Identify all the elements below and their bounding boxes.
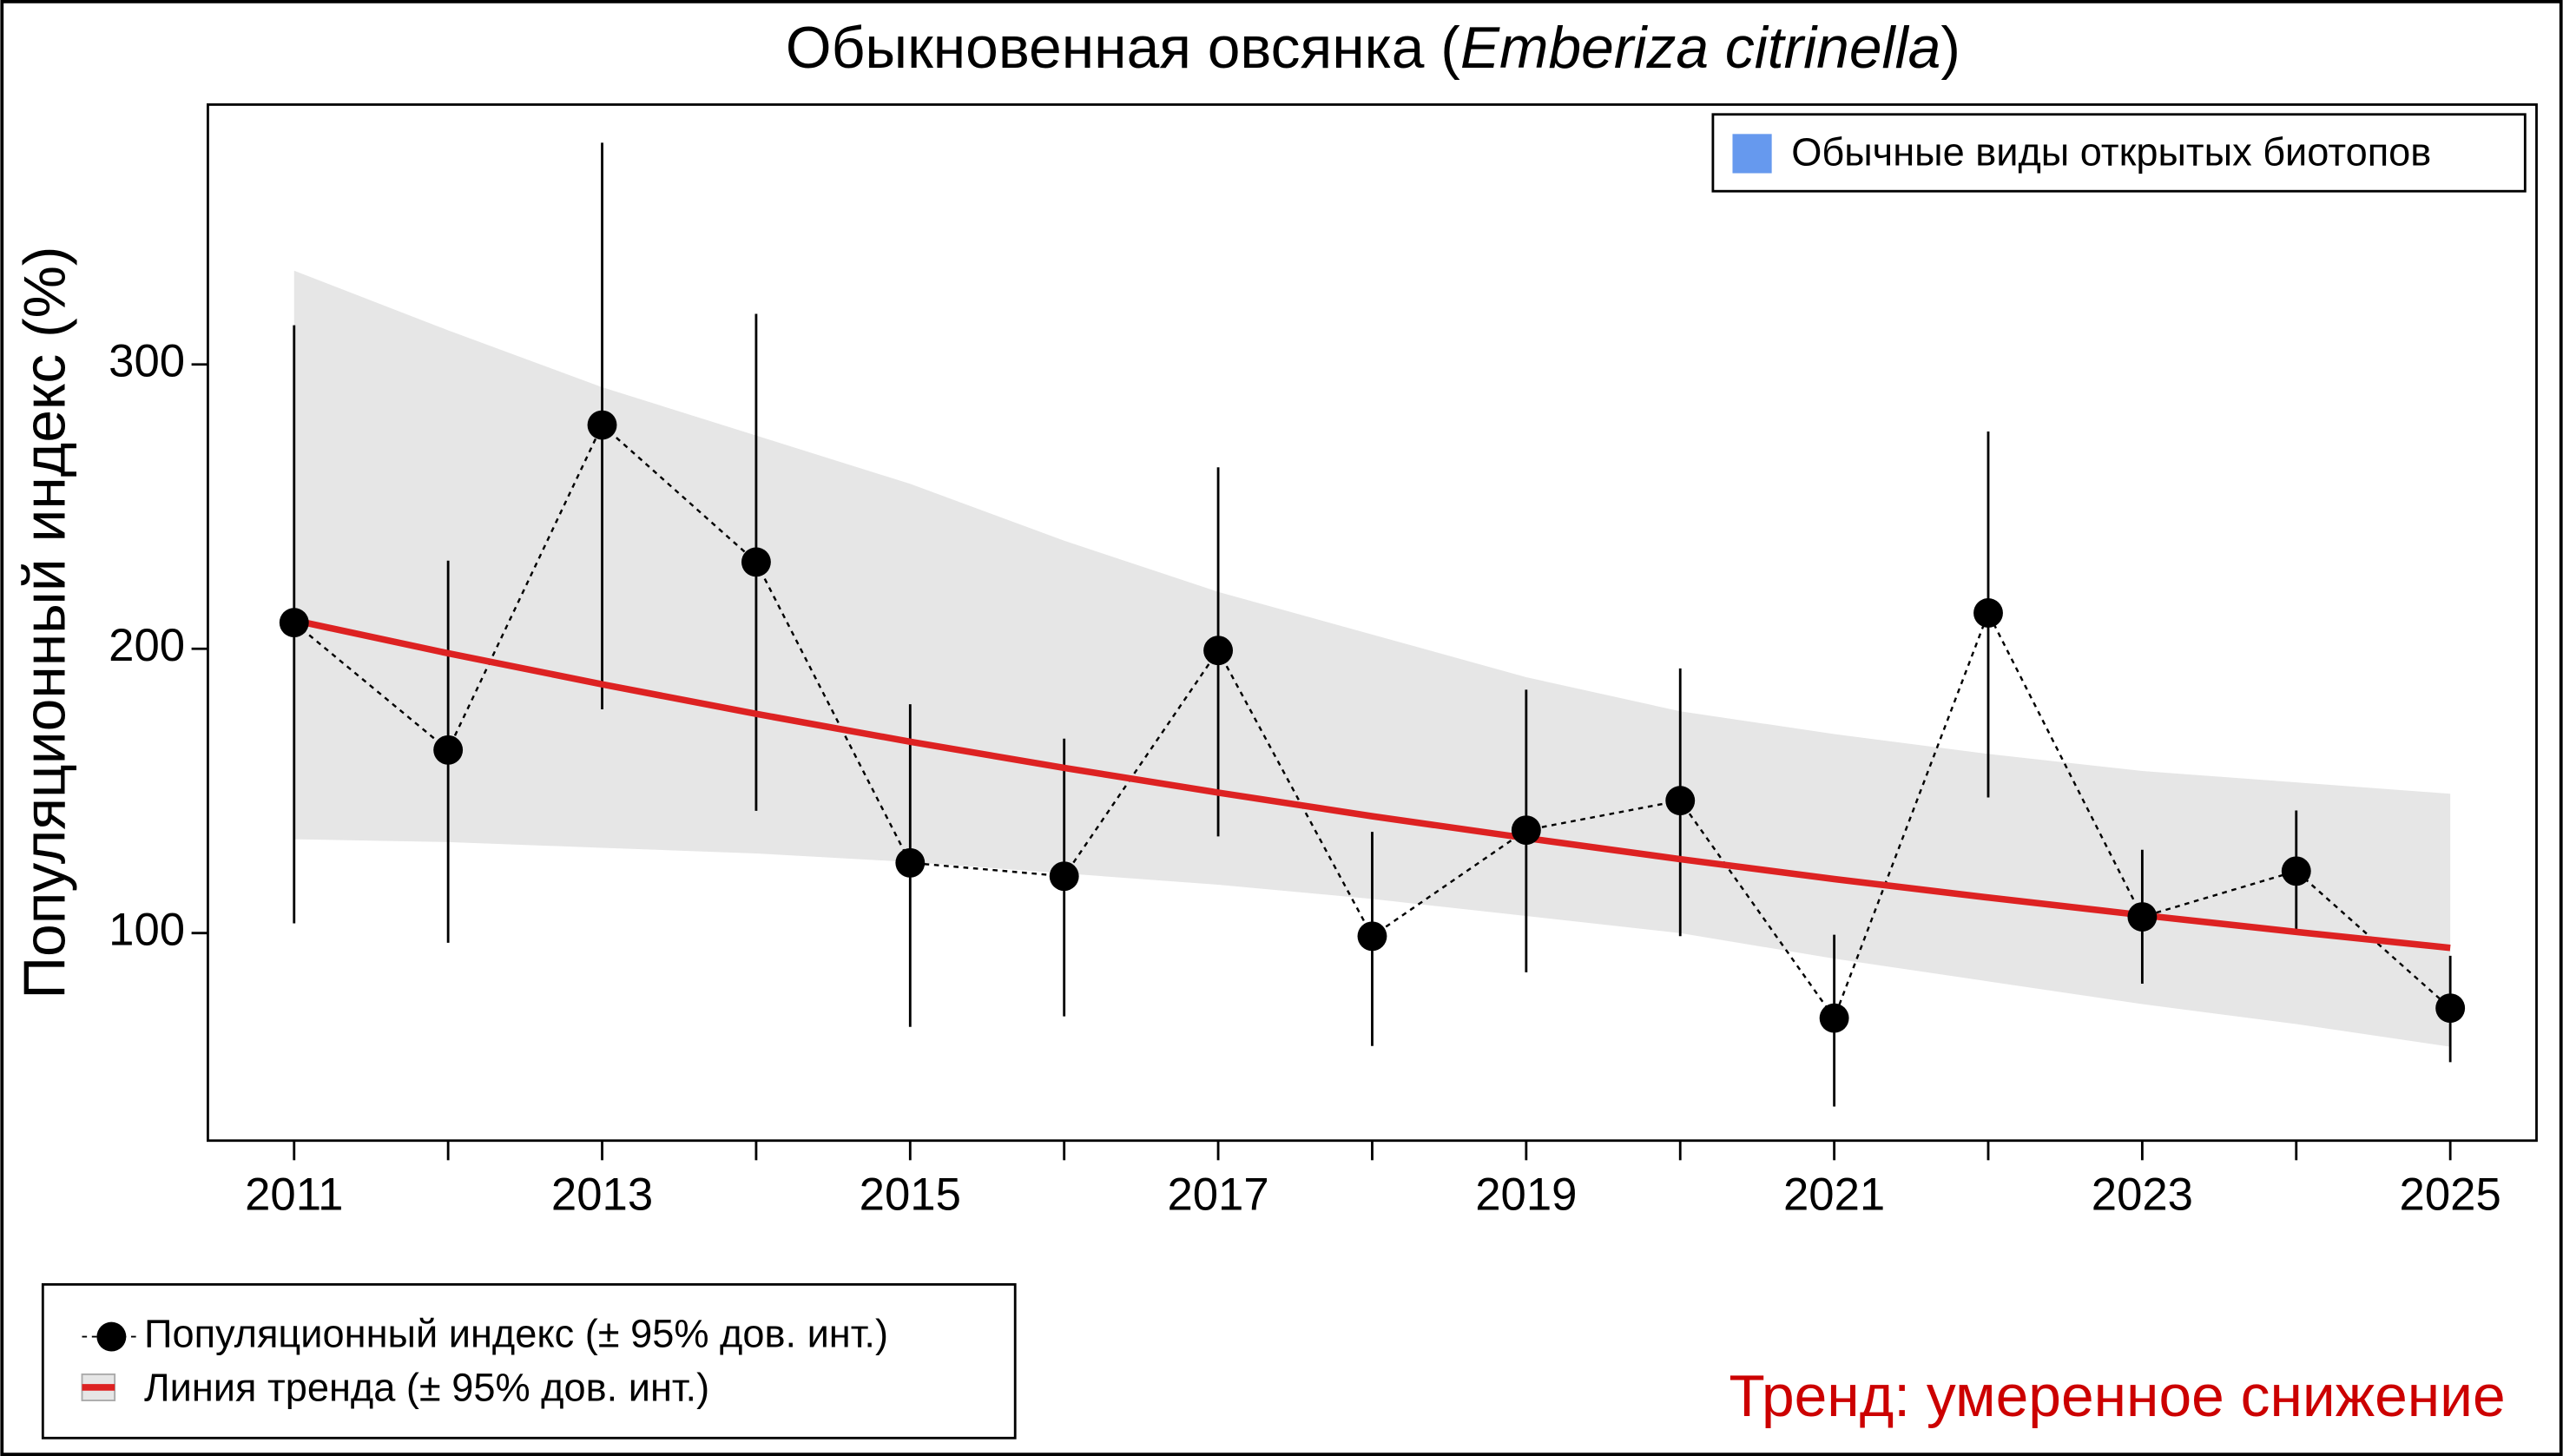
y-tick-label: 100	[109, 905, 185, 956]
point	[895, 847, 926, 878]
group-legend-box	[1711, 113, 2527, 193]
legend-label: Популяционный индекс (± 95% дов. инт.)	[144, 1312, 888, 1356]
legend-point	[96, 1321, 127, 1352]
trend-line	[293, 616, 2451, 952]
x-tick-label: 2025	[2400, 1169, 2501, 1221]
trend-annotation: Тренд: умеренное снижение	[1729, 1364, 2505, 1429]
x-tick-label: 2021	[1783, 1169, 1885, 1221]
group-legend-swatch	[1732, 134, 1772, 174]
x-tick-label: 2017	[1167, 1169, 1268, 1221]
title-part: )	[1940, 16, 1960, 81]
point	[587, 410, 617, 440]
point	[1973, 598, 2003, 628]
x-tick-label: 2015	[860, 1169, 961, 1221]
point	[279, 608, 309, 638]
point	[1357, 921, 1387, 952]
point	[1819, 1003, 1849, 1033]
point	[1511, 815, 1541, 846]
trend-band	[293, 270, 2451, 1047]
point	[2127, 902, 2158, 932]
legend-box	[41, 1282, 1017, 1440]
y-tick-label: 200	[109, 620, 185, 671]
point	[1203, 636, 1234, 666]
y-axis-label: Популяционный индекс (%)	[13, 247, 78, 999]
point	[1049, 861, 1079, 892]
point	[741, 547, 771, 577]
point	[1665, 786, 1696, 816]
x-tick-label: 2013	[551, 1169, 653, 1221]
point	[2435, 993, 2466, 1024]
x-tick-label: 2019	[1475, 1169, 1577, 1221]
chart-title: Обыкновенная овсянка (Emberiza citrinell…	[786, 16, 1960, 81]
x-tick-label: 2011	[245, 1169, 343, 1221]
title-italic: Emberiza citrinella	[1460, 16, 1940, 81]
legend-label: Линия тренда (± 95% дов. инт.)	[144, 1366, 709, 1410]
y-tick-label: 300	[109, 336, 185, 387]
point	[433, 735, 464, 765]
point	[2281, 856, 2311, 886]
group-legend-label: Обычные виды открытых биотопов	[1791, 130, 2431, 175]
title-part: Обыкновенная овсянка (	[786, 16, 1460, 81]
x-tick-label: 2023	[2092, 1169, 2193, 1221]
